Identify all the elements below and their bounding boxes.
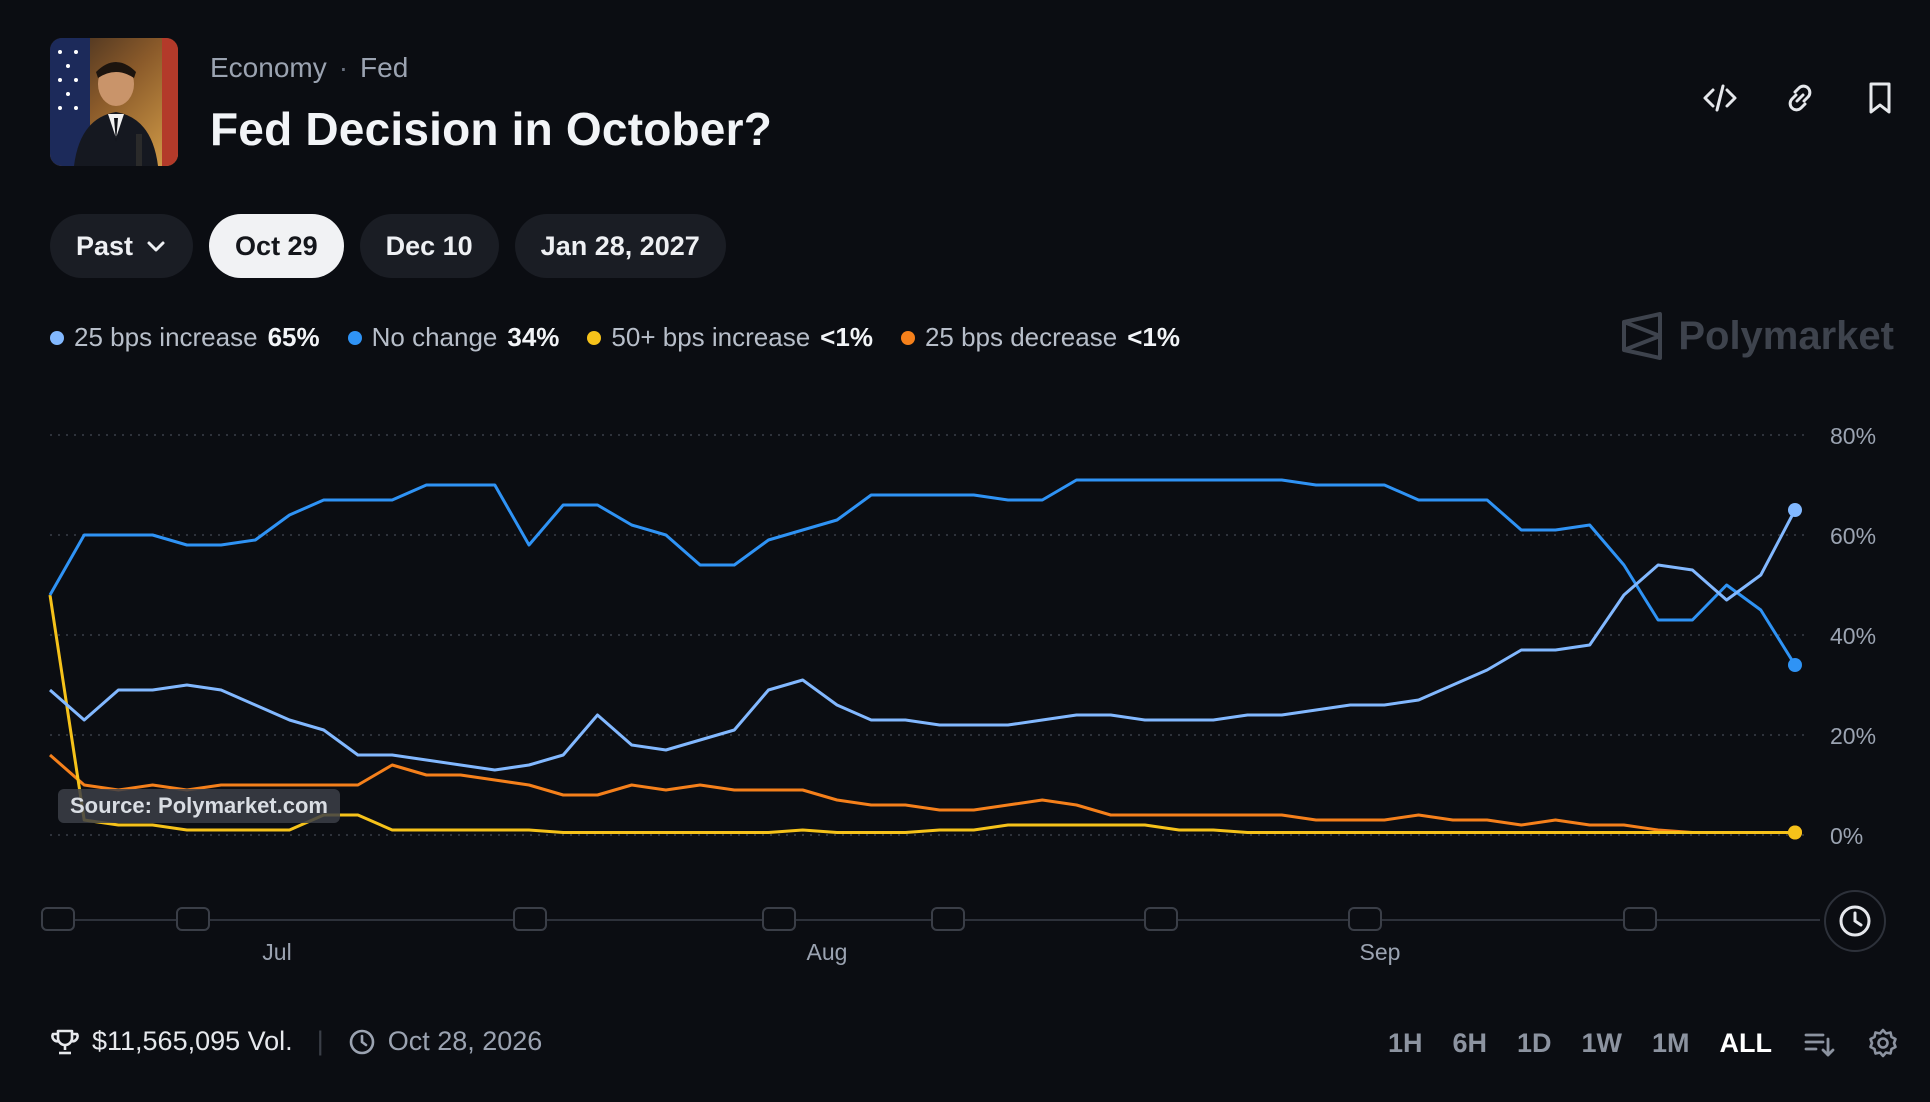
legend-swatch [587, 330, 602, 345]
range-1w[interactable]: 1W [1581, 1027, 1623, 1058]
series-line[interactable] [49, 753, 1795, 834]
chevron-down-icon [147, 241, 165, 252]
trophy-icon [51, 1029, 79, 1054]
range-1d[interactable]: 1D [1516, 1027, 1552, 1058]
legend-name: 25 bps increase [74, 322, 258, 352]
timeline-marker[interactable] [762, 907, 796, 931]
y-tick-label: 0% [1830, 823, 1863, 849]
chart-footer: $11,565,095 Vol. | Oct 28, 2026 1H 6H 1D… [50, 1026, 1900, 1066]
y-tick-label: 20% [1830, 723, 1876, 749]
y-tick-label: 40% [1830, 623, 1876, 649]
date-pills: Past Oct 29 Dec 10 Jan 28, 2027 [50, 214, 726, 278]
market-header: Economy · Fed Fed Decision in October? [50, 38, 1900, 166]
breadcrumb-separator: · [338, 52, 349, 83]
y-tick-label: 80% [1830, 423, 1876, 449]
end-date: Oct 28, 2026 [387, 1026, 543, 1056]
polymarket-icon [1622, 312, 1663, 360]
x-tick-label: Aug [807, 939, 848, 965]
legend-item: No change 34% [347, 322, 560, 353]
volume-value: $11,565,095 Vol. [92, 1026, 293, 1056]
clock-icon [349, 1029, 375, 1054]
x-tick-label: Sep [1360, 939, 1401, 965]
breadcrumb-economy[interactable]: Economy [210, 52, 327, 83]
divider: | [316, 1026, 324, 1056]
legend-swatch [347, 330, 362, 345]
legend-swatch [50, 330, 64, 345]
pill-jan-28-2027[interactable]: Jan 28, 2027 [514, 214, 726, 278]
pill-oct-29[interactable]: Oct 29 [209, 214, 344, 278]
past-dropdown[interactable]: Past [50, 214, 194, 278]
series-endpoint [1788, 658, 1802, 672]
time-scrub-button[interactable] [1824, 890, 1886, 952]
range-1m[interactable]: 1M [1652, 1027, 1690, 1058]
legend-value: <1% [1127, 322, 1180, 352]
price-chart[interactable]: 80% 60% 40% 20% 0% Jul Aug Sep [0, 400, 1930, 980]
chart-legend: 25 bps increase 65% No change 34% 50+ bp… [50, 322, 1180, 353]
timeline-marker[interactable] [176, 907, 210, 931]
timeline-marker[interactable] [931, 907, 965, 931]
page-title: Fed Decision in October? [210, 103, 772, 155]
brand-name: Polymarket [1678, 313, 1894, 358]
legend-swatch [900, 330, 915, 345]
header-actions [1700, 78, 1900, 118]
range-1h[interactable]: 1H [1387, 1027, 1423, 1058]
x-tick-label: Jul [262, 939, 291, 965]
market-thumbnail [50, 38, 178, 166]
embed-icon[interactable] [1700, 78, 1740, 118]
series-endpoint [1788, 503, 1802, 517]
timeline-marker[interactable] [1348, 907, 1382, 931]
legend-name: 50+ bps increase [611, 322, 811, 352]
series-line[interactable] [48, 478, 1797, 666]
y-tick-label: 60% [1830, 523, 1876, 549]
pill-dec-10[interactable]: Dec 10 [359, 214, 499, 278]
link-icon[interactable] [1780, 78, 1820, 118]
market-stats: $11,565,095 Vol. | Oct 28, 2026 [50, 1026, 542, 1057]
past-label: Past [76, 230, 134, 261]
legend-name: 25 bps decrease [924, 322, 1118, 352]
breadcrumb-fed[interactable]: Fed [360, 52, 409, 83]
source-label: Source: Polymarket.com [58, 789, 340, 823]
legend-value: 65% [267, 322, 320, 352]
gear-icon[interactable] [1866, 1026, 1900, 1060]
series-line[interactable] [49, 509, 1797, 772]
range-selector: 1H 6H 1D 1W 1M ALL [1388, 1026, 1900, 1060]
legend-name: No change [371, 322, 498, 352]
legend-value: <1% [820, 322, 873, 352]
legend-value: 34% [507, 322, 560, 352]
breadcrumb: Economy · Fed [210, 52, 408, 84]
legend-item: 25 bps increase 65% [50, 322, 320, 353]
bookmark-icon[interactable] [1860, 78, 1900, 118]
range-all[interactable]: ALL [1719, 1027, 1772, 1058]
sort-icon[interactable] [1802, 1026, 1836, 1060]
series-endpoint [1788, 825, 1802, 840]
timeline-marker[interactable] [41, 907, 75, 931]
timeline-marker[interactable] [1144, 907, 1178, 931]
polymarket-logo: Polymarket [1620, 312, 1894, 360]
timeline-marker[interactable] [1623, 907, 1657, 931]
timeline-marker[interactable] [513, 907, 547, 931]
range-6h[interactable]: 6H [1452, 1027, 1487, 1058]
legend-item: 50+ bps increase <1% [587, 322, 873, 353]
clock-icon [1839, 905, 1871, 937]
series-line[interactable] [48, 594, 1795, 834]
legend-item: 25 bps decrease <1% [900, 322, 1180, 353]
